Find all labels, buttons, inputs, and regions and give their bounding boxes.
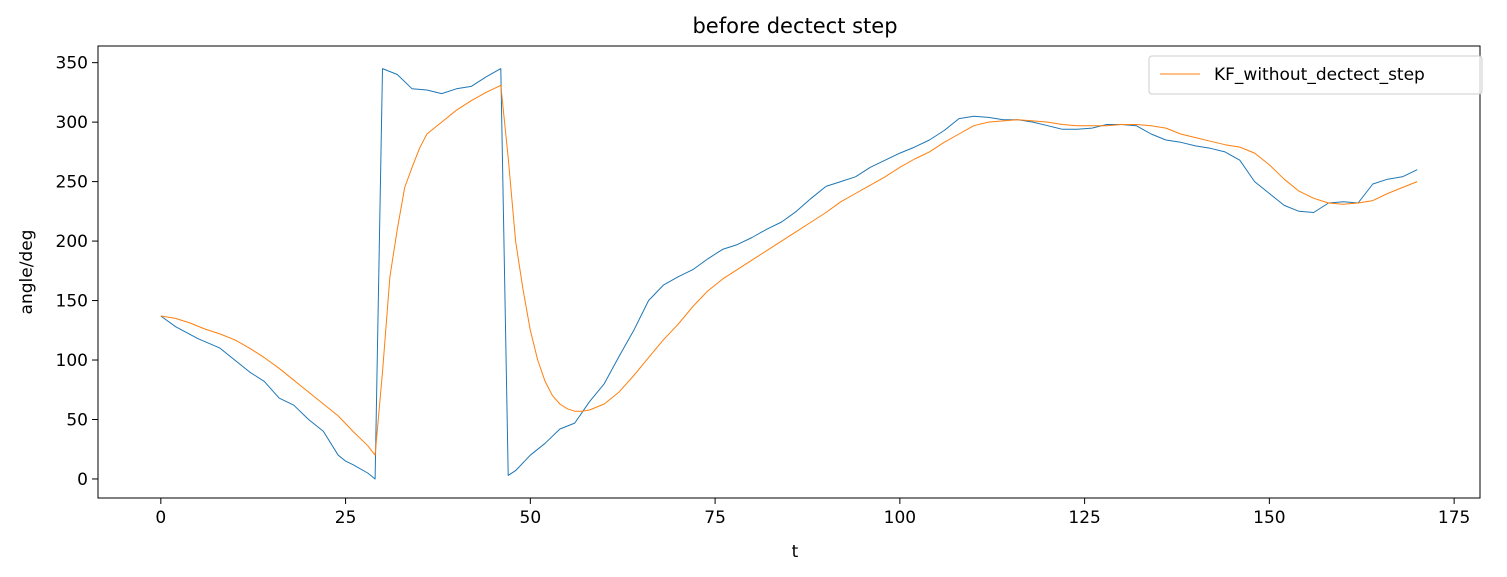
x-tick-label: 50 xyxy=(520,508,542,528)
chart-title: before dectect step xyxy=(692,14,897,38)
x-tick-label: 125 xyxy=(1068,508,1100,528)
y-tick-label: 0 xyxy=(77,470,88,490)
y-tick-label: 200 xyxy=(56,232,88,252)
x-tick-label: 100 xyxy=(884,508,916,528)
x-tick-label: 75 xyxy=(704,508,726,528)
x-axis-label: t xyxy=(792,542,799,562)
y-tick-label: 150 xyxy=(56,292,88,312)
plot-area xyxy=(160,68,1418,480)
x-tick-label: 25 xyxy=(335,508,357,528)
x-tick-label: 150 xyxy=(1253,508,1285,528)
y-tick-label: 250 xyxy=(56,173,88,193)
y-tick-label: 350 xyxy=(56,54,88,74)
series-line-2 xyxy=(160,84,1418,456)
x-tick-label: 0 xyxy=(155,508,166,528)
y-axis-label: angle/deg xyxy=(17,230,37,315)
legend-frame xyxy=(1148,55,1483,95)
legend-label: KF_without_dectect_step xyxy=(1214,65,1425,85)
plot-frame xyxy=(97,45,1481,499)
y-tick-label: 100 xyxy=(56,351,88,371)
series-line-1 xyxy=(160,68,1418,480)
axes: 0 25 50 75 100 125 150 175 0 50 100 150 200 250 300 350 xyxy=(56,45,1481,528)
legend: KF_without_dectect_step xyxy=(1148,55,1483,95)
x-tick-label: 175 xyxy=(1438,508,1470,528)
y-tick-label: 50 xyxy=(66,410,88,430)
y-tick-label: 300 xyxy=(56,113,88,133)
